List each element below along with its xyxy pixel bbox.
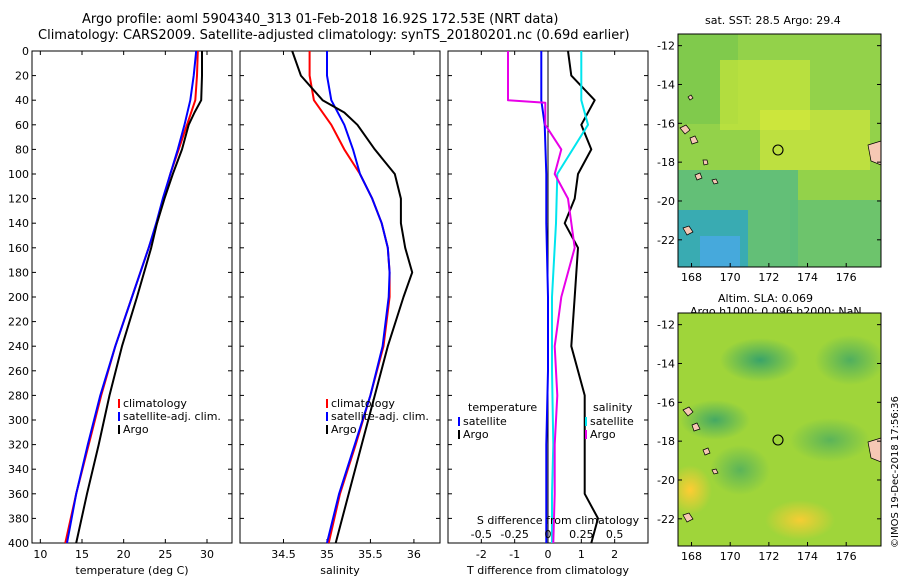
diff-series-t-argo	[563, 50, 599, 544]
map-lat-tick-label: -18	[657, 435, 675, 448]
map-lat-tick-label: -18	[657, 156, 675, 169]
top-x-axis-label: S difference from climatology	[477, 514, 640, 527]
top-x-tick-label: 0.25	[569, 528, 594, 541]
diff-series-s-argo	[507, 51, 576, 544]
legend-title-salinity: salinity	[593, 401, 633, 414]
y-tick-label: 180	[8, 266, 29, 279]
map-lat-tick-label: -16	[657, 117, 675, 130]
sla-map-frame	[677, 312, 882, 547]
y-tick-label: 20	[15, 70, 29, 83]
map-lat-tick-label: -22	[657, 234, 675, 247]
map-lat-tick-label: -20	[657, 195, 675, 208]
map-lon-tick-label: 172	[758, 271, 779, 284]
series-line-argo	[75, 51, 203, 544]
diff-series-s-satellite	[551, 51, 589, 543]
top-x-tick-label: 0	[545, 528, 552, 541]
sst-argo-position-marker	[772, 144, 784, 156]
legend-label: Argo	[463, 428, 489, 441]
map-lon-tick-label: 168	[681, 271, 702, 284]
chart-title-line1: Argo profile: aoml 5904340_313 01-Feb-20…	[82, 12, 559, 27]
x-axis-label: temperature (deg C)	[75, 564, 188, 577]
map-lon-tick-label: 176	[836, 550, 857, 563]
x-axis-label: T difference from climatology	[466, 564, 629, 577]
y-tick-label: 60	[15, 119, 29, 132]
y-tick-label: 0	[22, 45, 29, 58]
sst-map	[678, 34, 881, 267]
y-tick-label: 220	[8, 316, 29, 329]
diff-series-t-satellite	[540, 51, 549, 543]
sla-argo-position-marker	[772, 434, 784, 446]
map-lat-tick-label: -14	[657, 357, 675, 370]
x-tick-label: -1	[509, 548, 520, 561]
x-tick-label: 2	[611, 548, 618, 561]
map-lat-tick-label: -14	[657, 78, 675, 91]
map-lat-tick-label: -22	[657, 513, 675, 526]
map-lon-tick-label: 170	[720, 271, 741, 284]
sla-map-coast	[682, 406, 882, 523]
sst-map-label: sat. SST: 28.5 Argo: 29.4	[705, 14, 841, 27]
y-tick-label: 340	[8, 463, 29, 476]
x-tick-label: 15	[75, 548, 89, 561]
top-x-tick-label: -0.5	[471, 528, 492, 541]
legend-label: Argo	[590, 428, 616, 441]
y-tick-label: 140	[8, 217, 29, 230]
top-x-tick-label: 0.5	[606, 528, 624, 541]
map-lat-tick-label: -12	[657, 40, 675, 53]
y-tick-label: 320	[8, 439, 29, 452]
y-tick-label: 280	[8, 389, 29, 402]
map-lat-tick-label: -20	[657, 474, 675, 487]
y-tick-label: 360	[8, 488, 29, 501]
map-lon-tick-label: 172	[758, 550, 779, 563]
x-tick-label: 20	[117, 548, 131, 561]
map-lat-tick-label: -12	[657, 319, 675, 332]
map-lon-tick-label: 168	[681, 550, 702, 563]
legend-label: satellite	[463, 415, 507, 428]
legend-label: climatology	[331, 397, 395, 410]
y-tick-label: 400	[8, 537, 29, 550]
legend-label: satellite-adj. clim.	[123, 410, 221, 423]
salinity-panel-frame	[239, 50, 441, 544]
sla-map-label-line1: Altim. SLA: 0.069	[718, 292, 814, 305]
sst-map-frame	[677, 33, 882, 268]
legend-label: climatology	[123, 397, 187, 410]
map-lon-tick-label: 176	[836, 271, 857, 284]
chart-title-line2: Climatology: CARS2009. Satellite-adjuste…	[38, 28, 630, 43]
x-tick-label: 10	[33, 548, 47, 561]
legend-label: satellite	[590, 415, 634, 428]
x-tick-label: 34.5	[271, 548, 296, 561]
legend-label: satellite-adj. clim.	[331, 410, 429, 423]
series-line-argo	[291, 50, 414, 544]
y-tick-label: 200	[8, 291, 29, 304]
x-tick-label: 0	[545, 548, 552, 561]
x-tick-label: 35.5	[358, 548, 383, 561]
y-tick-label: 380	[8, 512, 29, 525]
x-axis-label: salinity	[320, 564, 360, 577]
y-tick-label: 100	[8, 168, 29, 181]
y-tick-label: 300	[8, 414, 29, 427]
sla-map	[678, 313, 881, 546]
x-tick-label: 30	[200, 548, 214, 561]
legend-label: Argo	[123, 423, 149, 436]
map-lat-tick-label: -16	[657, 396, 675, 409]
legend-label: Argo	[331, 423, 357, 436]
map-lon-tick-label: 174	[797, 550, 818, 563]
x-tick-label: 25	[158, 548, 172, 561]
series-line-satellite-adj-clim-	[326, 51, 391, 544]
x-tick-label: 1	[578, 548, 585, 561]
top-x-tick-label: -0.25	[500, 528, 528, 541]
map-lon-tick-label: 170	[720, 550, 741, 563]
y-tick-label: 160	[8, 242, 29, 255]
y-tick-label: 40	[15, 94, 29, 107]
y-tick-label: 80	[15, 143, 29, 156]
x-tick-label: -2	[476, 548, 487, 561]
legend-title-temperature: temperature	[468, 401, 537, 414]
y-tick-label: 240	[8, 340, 29, 353]
map-lon-tick-label: 174	[797, 271, 818, 284]
y-tick-label: 260	[8, 365, 29, 378]
x-tick-label: 35	[320, 548, 334, 561]
y-tick-label: 120	[8, 193, 29, 206]
x-tick-label: 36	[407, 548, 421, 561]
